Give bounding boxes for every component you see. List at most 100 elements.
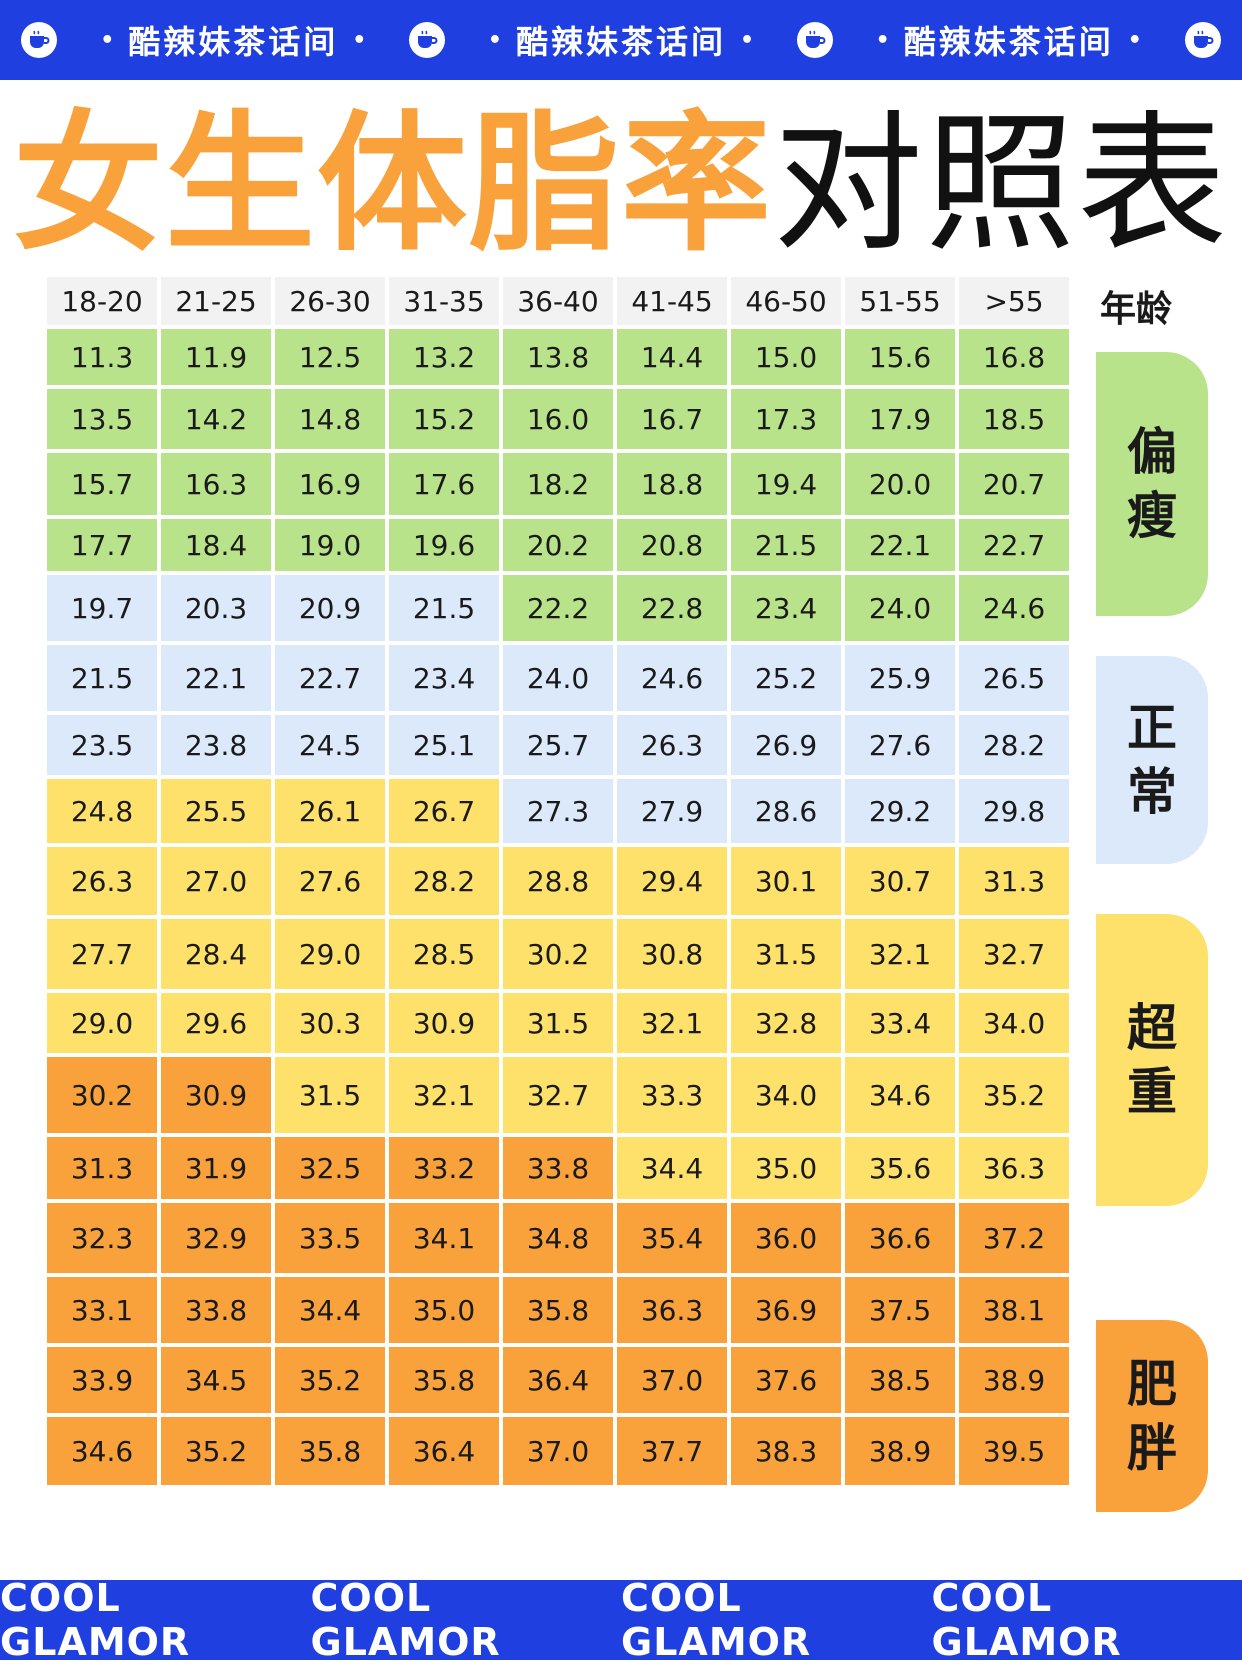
table-cell: 16.3 (161, 453, 271, 515)
table-cell: 16.7 (617, 389, 727, 449)
category-thin-char: 瘦 (1127, 484, 1177, 548)
table-cell: 15.0 (731, 329, 841, 385)
category-normal-char: 正 (1127, 696, 1177, 760)
coffee-cup-icon (1185, 22, 1221, 58)
table-cell: 30.9 (161, 1057, 271, 1133)
table-cell: 35.6 (845, 1137, 955, 1199)
table-cell: 29.6 (161, 993, 271, 1053)
table-cell: 13.5 (47, 389, 157, 449)
title-highlight: 女生体脂率 (13, 98, 773, 272)
table-cell: 26.5 (959, 645, 1069, 711)
banner-dot: • (876, 28, 890, 53)
table-cell: 18.8 (617, 453, 727, 515)
category-overweight: 超 重 (1096, 914, 1208, 1206)
table-cell: 28.2 (389, 847, 499, 915)
table-cell: 18.4 (161, 519, 271, 571)
table-cell: 22.2 (503, 575, 613, 641)
coffee-cup-icon (21, 22, 57, 58)
table-cell: 36.4 (503, 1347, 613, 1413)
banner-text: 酷辣妹茶话间 (516, 17, 726, 63)
table-cell: 17.9 (845, 389, 955, 449)
table-cell: 34.5 (161, 1347, 271, 1413)
banner-dot: • (740, 28, 754, 53)
table-cell: 21.5 (389, 575, 499, 641)
age-label: 年龄 (1100, 280, 1172, 332)
table-cell: 33.2 (389, 1137, 499, 1199)
table-cell: 32.1 (389, 1057, 499, 1133)
table-cell: 38.5 (845, 1347, 955, 1413)
table-cell: 30.3 (275, 993, 385, 1053)
column-header: 36-40 (503, 277, 613, 325)
column-header: 31-35 (389, 277, 499, 325)
table-cell: 36.4 (389, 1417, 499, 1485)
table-cell: 28.6 (731, 779, 841, 843)
table-cell: 31.3 (959, 847, 1069, 915)
table-cell: 27.3 (503, 779, 613, 843)
coffee-cup-icon (797, 22, 833, 58)
table-cell: 24.6 (617, 645, 727, 711)
table-cell: 36.3 (959, 1137, 1069, 1199)
table-cell: 13.8 (503, 329, 613, 385)
table-cell: 13.2 (389, 329, 499, 385)
table-cell: 21.5 (731, 519, 841, 571)
category-normal-char: 常 (1127, 760, 1177, 824)
table-cell: 32.3 (47, 1203, 157, 1273)
table-cell: 30.2 (503, 919, 613, 989)
table-cell: 22.1 (161, 645, 271, 711)
category-obese-char: 肥 (1127, 1352, 1177, 1416)
banner-dot: • (1128, 28, 1142, 53)
table-cell: 31.5 (275, 1057, 385, 1133)
table-cell: 36.0 (731, 1203, 841, 1273)
column-header: >55 (959, 277, 1069, 325)
table-cell: 28.5 (389, 919, 499, 989)
table-cell: 14.4 (617, 329, 727, 385)
table-cell: 19.6 (389, 519, 499, 571)
banner-group: • 酷辣妹茶话间 • (100, 17, 366, 63)
table-cell: 33.4 (845, 993, 955, 1053)
banner-dot: • (100, 28, 114, 53)
table-cell: 35.0 (731, 1137, 841, 1199)
table-cell: 34.8 (503, 1203, 613, 1273)
table-cell: 34.6 (47, 1417, 157, 1485)
table-cell: 37.6 (731, 1347, 841, 1413)
table-cell: 35.2 (959, 1057, 1069, 1133)
table-cell: 26.1 (275, 779, 385, 843)
table-cell: 22.8 (617, 575, 727, 641)
table-cell: 24.0 (503, 645, 613, 711)
table-cell: 39.5 (959, 1417, 1069, 1485)
table-cell: 27.6 (845, 715, 955, 775)
table-cell: 19.0 (275, 519, 385, 571)
table-cell: 35.0 (389, 1277, 499, 1343)
category-thin-char: 偏 (1127, 420, 1177, 484)
table-cell: 19.4 (731, 453, 841, 515)
table-cell: 34.0 (731, 1057, 841, 1133)
table-cell: 30.7 (845, 847, 955, 915)
table-cell: 24.6 (959, 575, 1069, 641)
table-cell: 27.9 (617, 779, 727, 843)
table-cell: 30.8 (617, 919, 727, 989)
table-cell: 36.3 (617, 1277, 727, 1343)
table-cell: 26.3 (617, 715, 727, 775)
table-cell: 31.9 (161, 1137, 271, 1199)
table-cell: 23.5 (47, 715, 157, 775)
table-cell: 14.2 (161, 389, 271, 449)
table-cell: 19.7 (47, 575, 157, 641)
table-cell: 28.2 (959, 715, 1069, 775)
table-cell: 29.0 (275, 919, 385, 989)
table-cell: 29.0 (47, 993, 157, 1053)
column-header: 21-25 (161, 277, 271, 325)
table-cell: 31.5 (503, 993, 613, 1053)
footer-text: COOL GLAMOR (0, 1576, 311, 1664)
table-cell: 37.0 (503, 1417, 613, 1485)
table-cell: 37.2 (959, 1203, 1069, 1273)
table-cell: 32.9 (161, 1203, 271, 1273)
table-cell: 24.5 (275, 715, 385, 775)
